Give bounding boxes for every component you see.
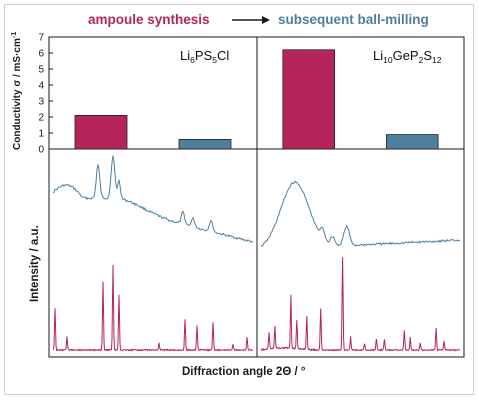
- x-axis-label: Diffraction angle 2Θ / °: [182, 366, 306, 378]
- compound-label-left: Li6PS5Cl: [180, 48, 229, 65]
- xrd-ampoule-trace-left: [52, 264, 254, 352]
- y-tick-label: 7: [38, 33, 44, 44]
- bar-ballmill-left: [178, 138, 232, 150]
- figure-frame: [4, 4, 474, 395]
- y-tick-label: 3: [38, 97, 44, 108]
- xrd-traces: [52, 155, 461, 352]
- y-axis-label-conductivity: Conductivity σ / mS·cm-1: [11, 32, 23, 150]
- bar-series: [74, 49, 439, 150]
- y-tick-label: 1: [38, 129, 44, 140]
- arrow-right-icon: [232, 16, 270, 24]
- y-tick-label: 5: [38, 65, 44, 76]
- y-tick-label: 6: [38, 49, 44, 60]
- xrd-ballmill-trace-left: [52, 155, 254, 243]
- bar-ballmill-right: [385, 134, 439, 150]
- legend-ampoule-label: ampoule synthesis: [88, 12, 210, 27]
- bar-ampoule-left: [74, 115, 128, 150]
- xrd-ballmill-trace-right: [260, 180, 461, 247]
- y-tick-label: 0: [38, 145, 44, 156]
- y-ticks: 0 1 2 3 4 5 6 7: [38, 33, 53, 156]
- y-axis-label-intensity: Intensity / a.u.: [29, 225, 41, 302]
- legend-ballmill-label: subsequent ball-milling: [278, 12, 429, 27]
- y-tick-label: 4: [38, 81, 44, 92]
- compound-label-right: Li10GeP2S12: [373, 48, 442, 65]
- y-tick-label: 2: [38, 113, 44, 124]
- bar-ampoule-right: [282, 49, 336, 150]
- xrd-ampoule-trace-right: [260, 257, 461, 352]
